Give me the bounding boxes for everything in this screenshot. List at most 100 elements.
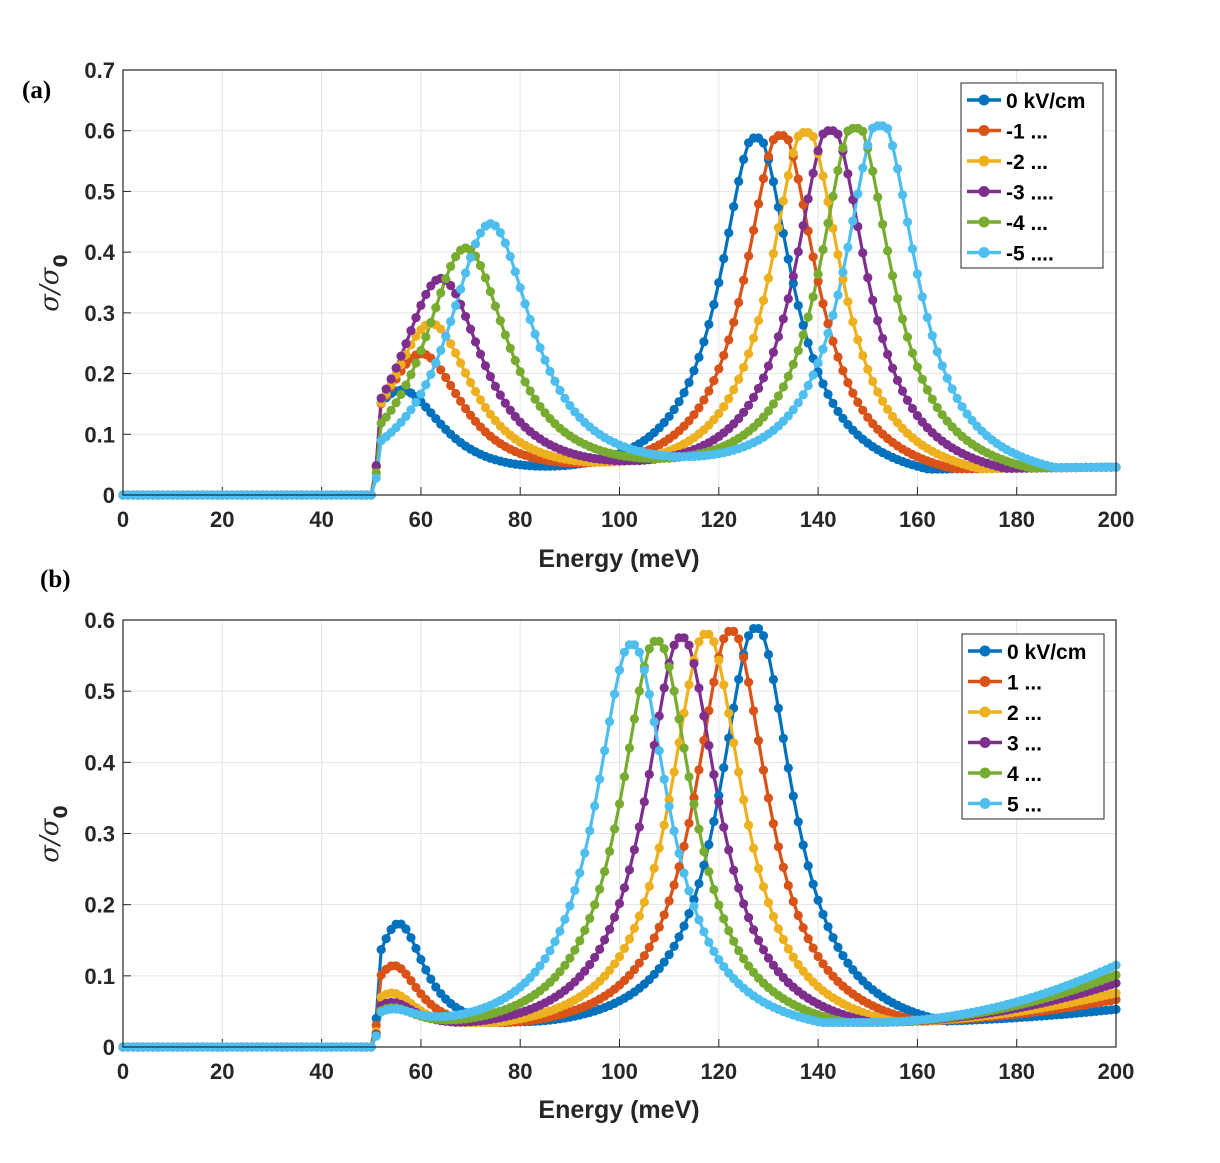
data-point: [883, 404, 893, 414]
y-tick-label: 0.1: [84, 964, 115, 989]
data-point: [456, 396, 466, 406]
data-point: [883, 123, 893, 134]
data-point: [689, 894, 699, 905]
data-point: [887, 141, 898, 151]
data-point: [609, 824, 620, 834]
data-point: [897, 190, 908, 200]
data-point: [654, 843, 664, 853]
data-point: [768, 960, 779, 970]
legend-box-a: [960, 82, 1104, 269]
data-point: [565, 400, 575, 411]
data-point: [669, 640, 679, 650]
legend-marker: [979, 645, 991, 657]
data-point: [863, 364, 873, 374]
data-point: [873, 315, 883, 326]
data-point: [465, 377, 476, 388]
data-point: [714, 900, 724, 910]
data-point: [753, 864, 764, 874]
data-point: [411, 943, 421, 954]
data-point: [709, 769, 719, 780]
data-point: [684, 772, 694, 782]
data-point: [853, 189, 863, 199]
data-point: [793, 910, 803, 921]
data-point: [783, 254, 793, 264]
data-point: [371, 1020, 381, 1030]
data-point: [704, 740, 714, 751]
data-point: [500, 238, 510, 248]
data-point: [614, 665, 625, 675]
panel-label-b: (b): [40, 566, 71, 593]
data-point: [753, 736, 764, 746]
data-point: [475, 349, 486, 359]
data-point: [456, 284, 466, 294]
data-point: [858, 405, 868, 415]
data-point: [634, 822, 644, 832]
data-point: [823, 389, 833, 399]
data-point: [694, 765, 704, 775]
data-point: [734, 767, 744, 777]
data-point: [932, 347, 942, 357]
y-tick-label: 0.5: [84, 679, 115, 704]
data-point: [788, 271, 798, 281]
data-point: [654, 922, 664, 932]
y-tick-label: 0.1: [84, 422, 115, 447]
data-point: [401, 924, 411, 934]
y-axis-subscript-b: 0: [50, 805, 72, 818]
y-axis-symbol-a: σ/σ: [35, 266, 65, 312]
data-point: [421, 380, 431, 390]
data-point: [813, 269, 823, 279]
data-point: [689, 799, 699, 809]
data-point: [714, 278, 724, 288]
data-point: [798, 320, 808, 330]
data-point: [411, 313, 421, 323]
data-point: [664, 896, 674, 906]
x-tick-label: 40: [309, 507, 333, 532]
data-point: [863, 273, 873, 283]
data-point: [902, 332, 913, 342]
data-point: [386, 374, 396, 384]
legend-label: -1 ...: [1006, 121, 1048, 144]
data-point: [679, 841, 689, 851]
data-point: [917, 292, 927, 302]
data-point: [858, 350, 868, 361]
data-point: [629, 845, 639, 855]
legend-marker: [978, 247, 990, 258]
data-point: [540, 954, 550, 964]
data-point: [739, 899, 749, 909]
data-point: [813, 895, 823, 905]
data-point: [629, 923, 639, 933]
legend-box-b: [961, 633, 1105, 820]
data-point: [669, 880, 679, 890]
data-point: [833, 942, 843, 952]
data-point: [902, 395, 913, 405]
data-point: [679, 868, 689, 878]
data-point: [654, 746, 664, 756]
chart-panel-b: (b) 0 20 40 60 80 100 120 140 160 180 200 00.10.20…: [35, 566, 1134, 1124]
data-point: [724, 335, 734, 345]
legend-b: 0 kV/cm 1 ... 2 ... 3 ... 4 ... 5 ...: [961, 633, 1105, 820]
data-point: [649, 717, 659, 727]
data-point: [768, 674, 779, 685]
data-point: [510, 267, 520, 277]
data-point: [793, 300, 803, 311]
data-point: [714, 408, 724, 419]
data-point: [734, 176, 744, 187]
data-point: [803, 312, 813, 322]
data-point: [724, 394, 734, 404]
data-point: [585, 913, 595, 923]
data-point: [535, 401, 545, 412]
data-point: [406, 976, 416, 986]
y-tick-label: 0.3: [84, 301, 115, 326]
data-point: [729, 865, 739, 875]
data-point: [699, 860, 709, 870]
data-point: [515, 283, 525, 293]
data-point: [659, 774, 669, 784]
data-point: [788, 405, 798, 415]
data-point: [684, 377, 694, 388]
data-point: [644, 689, 654, 699]
data-point: [788, 148, 798, 158]
data-point: [734, 634, 744, 644]
data-point: [773, 332, 783, 342]
legend-label: -4 ...: [1006, 212, 1048, 235]
legend-label: 0 kV/cm: [1007, 641, 1086, 664]
